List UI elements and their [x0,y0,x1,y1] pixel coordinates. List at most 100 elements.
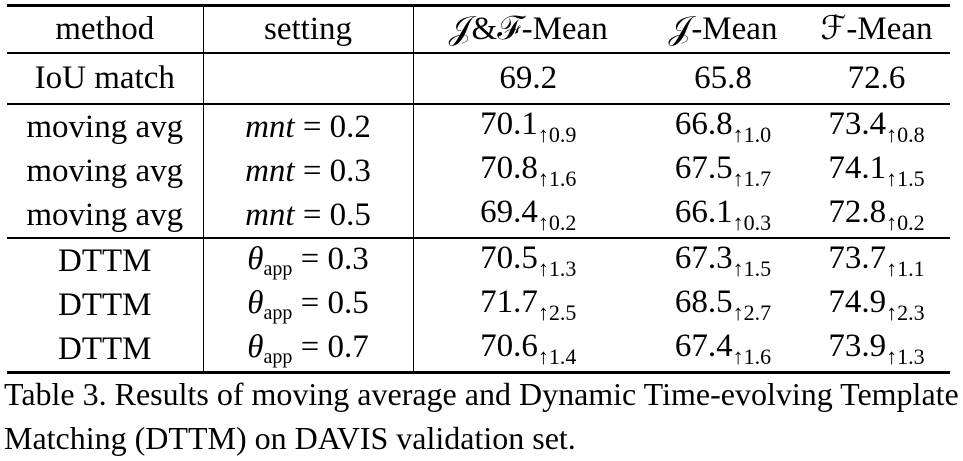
setting-param: θ [247,285,264,321]
header-f-mean: ℱ-Mean [820,11,933,47]
header-jf-mean: 𝒥&ℱ-Mean [448,11,608,47]
cell-j: 66.8↑1.0 [643,104,803,149]
table-row: DTTM θapp = 0.7 70.6↑1.4 67.4↑1.6 73.9↑1.3 [7,327,950,373]
cell-f: 74.1↑1.5 [803,149,950,193]
setting-param: θ [247,241,264,277]
setting-value: = 0.5 [302,196,371,233]
cell-jf-delta: ↑0.9 [537,122,577,147]
cell-f-delta: ↑2.3 [886,300,925,325]
header-method: method [7,5,204,53]
header-j-mean: 𝒥-Mean [668,11,778,47]
cell-j: 66.1↑0.3 [643,193,803,238]
row-setting: θapp = 0.3 [203,238,414,283]
results-table: method setting 𝒥&ℱ-Mean 𝒥-Mean ℱ-Mean Io… [7,4,950,374]
table-row: DTTM θapp = 0.5 71.7↑2.5 68.5↑2.7 74.9↑2.3 [7,283,950,327]
cell-j-delta: ↑2.7 [732,300,772,325]
baseline-jf: 69.2 [499,60,558,96]
table-row: DTTM θapp = 0.3 70.5↑1.3 67.3↑1.5 73.7↑1.1 [7,238,950,283]
cell-f-value: 73.4 [828,106,887,142]
cell-jf-delta: ↑1.3 [537,256,577,281]
cell-j: 67.5↑1.7 [643,149,803,193]
cell-jf-value: 70.6 [480,328,538,364]
cell-j-value: 66.8 [674,106,733,142]
cell-j: 68.5↑2.7 [643,283,803,327]
cell-f: 73.9↑1.3 [803,327,950,373]
row-method: DTTM [7,327,204,373]
cell-jf-delta: ↑0.2 [537,210,577,235]
cell-j-value: 67.5 [674,150,733,186]
dttm-group: DTTM θapp = 0.3 70.5↑1.3 67.3↑1.5 73.7↑1.1 DT… [7,238,950,373]
cell-jf-delta: ↑2.5 [537,300,577,325]
setting-param: mnt [245,196,295,233]
cell-f: 74.9↑2.3 [803,283,950,327]
baseline-j: 65.8 [694,60,752,96]
cell-j-delta: ↑1.5 [732,256,772,281]
cell-j: 67.3↑1.5 [643,238,803,283]
cell-jf: 70.8↑1.6 [413,149,643,193]
cell-f: 73.7↑1.1 [803,238,950,283]
table-row: moving avg mnt = 0.2 70.1↑0.9 66.8↑1.0 73.4↑… [7,104,950,149]
header-setting: setting [203,5,414,53]
cell-f-delta: ↑0.2 [886,210,925,235]
setting-param: mnt [245,152,295,189]
cell-jf: 70.5↑1.3 [413,238,643,283]
cell-jf-delta: ↑1.6 [537,166,577,191]
setting-param-subscript: app [263,302,293,324]
cell-f-value: 74.1 [828,150,887,186]
row-method: DTTM [7,283,204,327]
row-setting: θapp = 0.7 [203,327,414,373]
cell-j-value: 66.1 [674,194,733,230]
moving-avg-group: moving avg mnt = 0.2 70.1↑0.9 66.8↑1.0 73.4↑… [7,104,950,238]
cell-jf-delta: ↑1.4 [537,344,577,369]
cell-jf: 70.6↑1.4 [413,327,643,373]
row-method: DTTM [7,238,204,283]
cell-j: 67.4↑1.6 [643,327,803,373]
table-caption: Table 3. Results of moving average and D… [4,376,959,456]
cell-f: 72.8↑0.2 [803,193,950,238]
setting-param: mnt [245,108,295,145]
cell-f-delta: ↑0.8 [886,122,925,147]
cell-jf-value: 70.5 [480,240,538,276]
setting-param-subscript: app [263,346,293,368]
cell-j-delta: ↑1.7 [732,166,772,191]
setting-value: = 0.3 [302,152,371,189]
cell-jf-value: 71.7 [480,284,538,320]
cell-jf: 70.1↑0.9 [413,104,643,149]
row-method: moving avg [7,149,204,193]
cell-jf: 71.7↑2.5 [413,283,643,327]
cell-j-delta: ↑0.3 [732,210,772,235]
table-row: moving avg mnt = 0.5 69.4↑0.2 66.1↑0.3 72.8↑… [7,193,950,238]
cell-j-value: 67.3 [674,240,733,276]
cell-f-delta: ↑1.1 [886,256,925,281]
baseline-setting [203,53,414,104]
cell-j-delta: ↑1.6 [732,344,772,369]
setting-value: = 0.5 [300,285,369,321]
setting-value: = 0.2 [302,108,371,145]
cell-j-value: 67.4 [674,328,733,364]
row-method: moving avg [7,104,204,149]
row-setting: θapp = 0.5 [203,283,414,327]
cell-f-delta: ↑1.5 [886,166,925,191]
baseline-row: IoU match 69.2 65.8 72.6 [7,53,950,104]
row-setting: mnt = 0.2 [203,104,414,149]
cell-f-value: 73.7 [828,240,887,276]
setting-param-subscript: app [263,258,293,280]
setting-value: = 0.3 [300,241,369,277]
baseline-method: IoU match [7,53,204,104]
cell-jf: 69.4↑0.2 [413,193,643,238]
cell-j-value: 68.5 [674,284,733,320]
table-row: moving avg mnt = 0.3 70.8↑1.6 67.5↑1.7 74.1↑… [7,149,950,193]
setting-value: = 0.7 [300,329,369,365]
cell-f-value: 73.9 [828,328,887,364]
row-method: moving avg [7,193,204,238]
setting-param: θ [247,329,264,365]
cell-f: 73.4↑0.8 [803,104,950,149]
row-setting: mnt = 0.5 [203,193,414,238]
cell-f-value: 74.9 [828,284,887,320]
cell-jf-value: 70.1 [480,106,538,142]
row-setting: mnt = 0.3 [203,149,414,193]
cell-f-delta: ↑1.3 [886,344,925,369]
header-row: method setting 𝒥&ℱ-Mean 𝒥-Mean ℱ-Mean [7,5,950,53]
cell-j-delta: ↑1.0 [732,122,772,147]
